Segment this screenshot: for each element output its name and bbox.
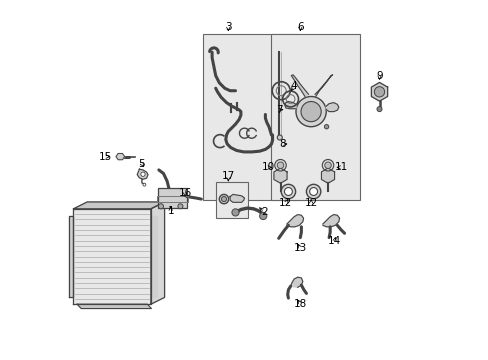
Bar	[271, 34, 359, 200]
Text: 13: 13	[293, 243, 306, 253]
Polygon shape	[77, 304, 151, 309]
Text: 17: 17	[221, 171, 234, 181]
Bar	[157, 196, 187, 202]
Text: 7: 7	[276, 105, 283, 115]
Circle shape	[324, 162, 330, 168]
Polygon shape	[73, 202, 164, 209]
Text: 3: 3	[224, 22, 231, 32]
Polygon shape	[151, 216, 157, 297]
Circle shape	[322, 159, 333, 171]
Text: 4: 4	[290, 81, 297, 91]
Polygon shape	[69, 216, 73, 297]
Polygon shape	[151, 202, 164, 304]
Text: 12: 12	[279, 198, 292, 208]
Circle shape	[231, 209, 239, 216]
Circle shape	[158, 204, 163, 209]
Text: 2: 2	[261, 207, 267, 217]
Text: 14: 14	[327, 236, 341, 246]
Circle shape	[301, 102, 321, 122]
Circle shape	[259, 212, 266, 220]
Polygon shape	[325, 103, 338, 112]
Polygon shape	[116, 153, 124, 160]
Polygon shape	[286, 215, 303, 227]
Circle shape	[178, 204, 183, 209]
Circle shape	[295, 96, 325, 127]
Text: 1: 1	[167, 206, 174, 216]
Text: 16: 16	[178, 188, 191, 198]
Polygon shape	[137, 169, 148, 179]
Polygon shape	[314, 75, 332, 96]
Circle shape	[281, 184, 295, 199]
Circle shape	[221, 197, 226, 202]
Polygon shape	[321, 168, 334, 183]
Circle shape	[376, 107, 381, 112]
Circle shape	[141, 172, 145, 176]
Polygon shape	[370, 82, 387, 101]
Polygon shape	[290, 277, 302, 287]
Text: 12: 12	[304, 198, 317, 208]
Text: 18: 18	[293, 299, 306, 309]
Circle shape	[309, 188, 317, 195]
Bar	[203, 34, 298, 200]
Text: 9: 9	[375, 71, 382, 81]
Polygon shape	[73, 209, 151, 304]
Text: 11: 11	[334, 162, 347, 172]
Text: 10: 10	[261, 162, 274, 172]
Circle shape	[274, 159, 285, 171]
Circle shape	[374, 87, 384, 97]
Circle shape	[324, 125, 328, 129]
Circle shape	[277, 162, 283, 168]
Text: 15: 15	[99, 152, 112, 162]
Circle shape	[219, 194, 228, 204]
Polygon shape	[230, 194, 244, 202]
Polygon shape	[284, 102, 295, 109]
Bar	[158, 188, 186, 208]
Circle shape	[277, 135, 282, 140]
Polygon shape	[291, 75, 308, 96]
Circle shape	[306, 184, 320, 199]
Polygon shape	[322, 215, 339, 227]
Text: 8: 8	[279, 139, 285, 149]
Text: 6: 6	[296, 22, 303, 32]
Polygon shape	[273, 168, 286, 183]
Circle shape	[142, 183, 145, 186]
Text: 5: 5	[138, 159, 145, 169]
Circle shape	[284, 188, 292, 195]
Bar	[215, 182, 247, 218]
